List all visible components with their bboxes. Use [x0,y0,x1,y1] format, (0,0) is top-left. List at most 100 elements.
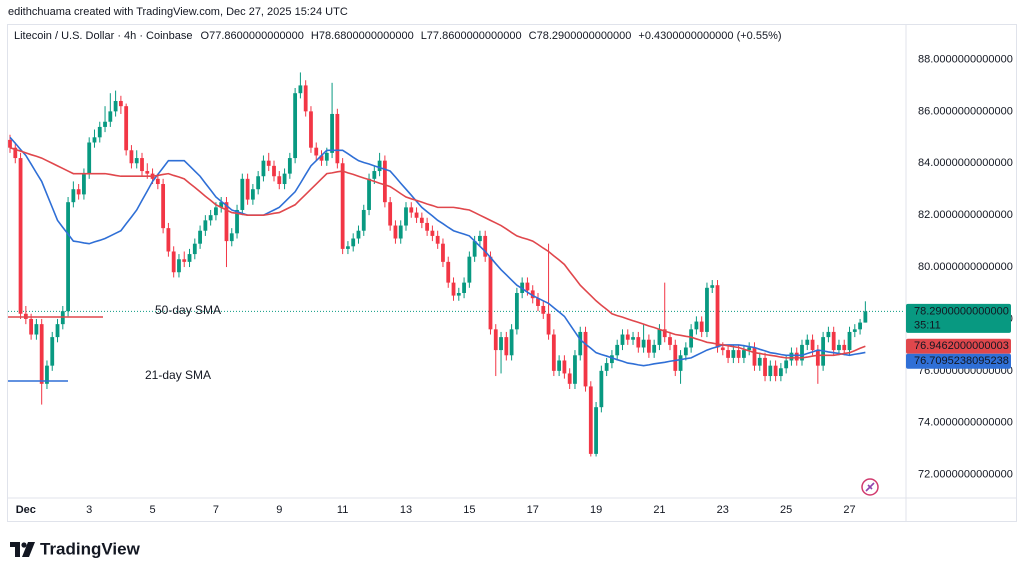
candle-body [219,202,224,208]
ohlc-legend-value: +0.4300000000000 (+0.55%) [638,30,781,42]
candle-body [726,350,730,358]
candle-body [847,331,852,351]
candle-body [419,217,424,223]
candle-body [388,202,393,226]
candle-body [187,254,192,262]
candle-body [356,230,361,239]
candle-body [161,184,166,229]
x-tick-label: 19 [590,504,602,516]
candle-body [287,158,292,174]
candle-body [340,163,345,249]
candle-body [192,243,197,255]
candle-body [763,357,767,377]
price-tag-label: 76.9462000000003 [914,340,1009,352]
legend-label: 50-day SMA [155,303,221,317]
candle-body [261,160,266,177]
candle-body [277,176,282,185]
candle-body [668,337,672,345]
price-tag-label: 76.7095238095238 [914,355,1009,367]
candle-body [599,370,604,408]
candle-body [689,329,694,348]
candle-body [773,365,778,377]
candle-body [108,111,113,122]
candle-body [87,142,92,174]
chart-frame [7,24,1017,522]
candle-body [551,334,556,371]
candle-body [76,189,81,195]
candle-body [662,329,667,338]
candle-body [29,318,34,335]
candle-body [282,173,287,185]
price-tag-label: 78.2900000000000 [914,305,1009,317]
x-tick-label: 11 [337,504,348,516]
candle-body [324,152,329,161]
candle-body [272,165,276,177]
symbol-title: Litecoin / U.S. Dollar · 4h · Coinbase [14,30,193,42]
event-icon-glyph [865,482,875,492]
candle-body [610,355,614,364]
candle-body [478,235,482,242]
candle-body [488,256,493,330]
candle-body [245,178,250,200]
candle-body [530,290,535,299]
candle-body [229,233,234,242]
x-tick-label: 3 [86,504,92,516]
candle-body [430,230,435,236]
candle-body [504,337,509,356]
header: edithchuama created with TradingView.com… [8,6,348,18]
candle-body [203,220,208,231]
candle-body [826,331,831,338]
candle-body [742,350,746,358]
candle-body [514,293,519,330]
candle-body [837,344,841,351]
candle-body [578,331,583,356]
x-tick-label: 7 [213,504,219,516]
candle-body [319,155,324,161]
candle-body [657,329,662,345]
candle-body [177,259,181,273]
candle-body [815,350,820,366]
plot-area: Litecoin / U.S. Dollar · 4h · Coinbase O7… [8,30,1013,516]
candle-body [720,347,725,351]
candle-body [757,357,762,366]
candle-body [483,235,488,257]
candle-body [794,352,799,361]
candle-body [557,360,562,371]
candle-body [134,158,139,164]
x-tick-label: 9 [276,504,282,516]
price-tag [906,303,1011,333]
candle-body [456,293,461,296]
candle-body [404,207,408,226]
x-tick-label: 15 [463,504,475,516]
ohlc-legend-value: H78.6800000000000 [311,30,414,42]
candle-body [778,368,783,377]
candle-body [82,173,86,195]
candle-body [382,160,387,203]
x-tick-label: 13 [400,504,412,516]
candle-body [55,324,60,338]
candle-body [155,178,160,185]
x-tick-label: 23 [717,504,729,516]
candle-body [171,251,176,273]
candle-body [699,321,704,332]
x-tick-label: 21 [653,504,665,516]
candle-body [13,147,18,159]
candle-body [393,225,398,239]
candle-body [335,113,340,164]
logo-part [21,542,27,548]
candle-body [451,282,456,296]
legend-label: 21-day SMA [145,368,211,382]
candle-body [446,261,451,283]
logo-part [10,542,20,557]
candle-body [678,355,683,371]
candle-body [715,285,720,348]
candle-body [377,160,382,172]
candle-body [409,207,414,213]
candle-body [303,85,308,112]
candle-body [92,137,97,143]
price-tag [906,338,1011,354]
candle-body [462,282,466,294]
sma-line [9,146,866,359]
candle-body [646,339,651,353]
